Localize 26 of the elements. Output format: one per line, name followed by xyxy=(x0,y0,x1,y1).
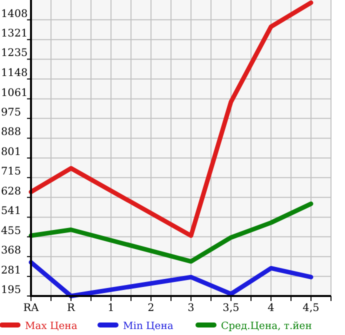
y-tick-label: 1321 xyxy=(1,28,28,40)
x-tick-label: 2 xyxy=(148,302,154,314)
y-tick-label: 541 xyxy=(1,205,22,218)
y-tick-label: 1235 xyxy=(1,47,28,60)
y-tick-label: 455 xyxy=(1,224,22,237)
y-tick-label: 715 xyxy=(1,166,22,178)
y-tick-label: 801 xyxy=(1,146,22,158)
x-tick-label: RA xyxy=(23,302,40,314)
y-tick-label: 368 xyxy=(1,244,22,257)
y-tick-label: 281 xyxy=(1,264,22,276)
x-tick-label: 1 xyxy=(108,302,114,314)
legend-label: Сред.Цена, т.йен xyxy=(221,321,312,332)
x-tick-label: 3,5 xyxy=(222,302,240,314)
y-tick-label: 628 xyxy=(1,185,22,198)
legend-label: Max Цена xyxy=(25,321,78,332)
y-tick-label: 1061 xyxy=(1,86,28,99)
x-tick-label: R xyxy=(67,302,76,314)
x-tick-label: 3 xyxy=(188,302,194,314)
y-tick-label: 1408 xyxy=(1,8,28,20)
x-tick-label: 4,5 xyxy=(302,302,320,314)
y-tick-label: 1148 xyxy=(1,67,28,80)
y-tick-label: 195 xyxy=(1,284,22,296)
x-tick-label: 4 xyxy=(268,302,275,314)
y-tick-label: 975 xyxy=(1,106,22,118)
y-tick-label: 888 xyxy=(1,126,22,138)
legend-label: Min Цена xyxy=(123,321,174,332)
